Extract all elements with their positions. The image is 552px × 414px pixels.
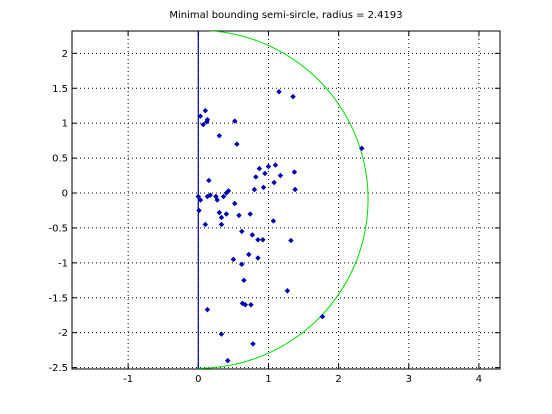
x-tick-label: 0: [195, 374, 201, 385]
data-point: [232, 200, 238, 207]
data-point: [248, 302, 254, 308]
data-point: [277, 172, 284, 179]
data-point: [239, 261, 245, 267]
data-point: [291, 169, 298, 175]
data-point: [239, 228, 245, 235]
data-point: [284, 288, 291, 294]
data-point: [242, 302, 249, 308]
y-tick-label: 0: [62, 189, 68, 200]
y-tick-label: -0.5: [48, 223, 68, 234]
data-point: [225, 188, 232, 194]
data-point: [260, 184, 267, 191]
data-point: [292, 186, 298, 193]
data-point: [218, 331, 225, 337]
data-point: [196, 207, 202, 214]
bounding-semicircle: [198, 31, 369, 369]
data-point: [251, 186, 258, 193]
data-point: [265, 163, 272, 170]
data-point: [200, 121, 206, 128]
data-point: [276, 89, 282, 95]
y-tick-label: -2: [58, 328, 68, 339]
data-point: [234, 141, 240, 147]
x-tick-label: -1: [123, 374, 133, 385]
data-point: [241, 277, 247, 284]
data-point: [255, 237, 261, 243]
y-tick-label: 2: [62, 49, 68, 60]
x-tick-label: 4: [476, 374, 482, 385]
data-point: [247, 211, 253, 217]
data-point: [225, 357, 231, 364]
data-point: [218, 214, 225, 221]
y-tick-label: -2.5: [48, 363, 68, 374]
data-point: [250, 341, 256, 347]
data-point: [260, 237, 266, 243]
x-tick-label: 3: [406, 374, 412, 385]
y-tick-label: 1: [62, 119, 68, 130]
data-point: [206, 177, 212, 184]
x-tick-label: 1: [265, 374, 271, 385]
data-point: [236, 212, 242, 219]
chart-title: Minimal bounding semi-sircle, radius = 2…: [169, 10, 403, 21]
data-point: [197, 113, 204, 119]
data-point: [270, 218, 277, 224]
data-point: [195, 193, 202, 200]
data-point: [262, 170, 268, 177]
data-point: [271, 179, 277, 186]
y-tick-label: -1: [58, 258, 68, 269]
data-point: [216, 209, 223, 216]
data-point: [204, 116, 211, 123]
data-point: [204, 306, 211, 313]
data-point: [319, 313, 326, 320]
data-point: [290, 93, 296, 100]
data-point: [223, 211, 230, 217]
data-point: [246, 251, 252, 258]
data-point: [230, 256, 237, 263]
data-point: [256, 165, 263, 172]
data-point: [220, 193, 227, 200]
y-tick-label: 1.5: [52, 84, 68, 95]
data-point: [207, 192, 213, 198]
data-point: [249, 232, 256, 238]
data-point: [218, 221, 225, 228]
data-point: [232, 118, 238, 124]
y-tick-label: 0.5: [52, 154, 68, 165]
data-point: [288, 237, 294, 244]
data-point: [216, 133, 223, 139]
data-point: [359, 145, 365, 152]
data-point: [202, 107, 209, 114]
data-point: [253, 174, 259, 180]
data-point: [272, 162, 279, 168]
data-point: [255, 255, 261, 261]
axes-box: [71, 30, 501, 370]
data-point: [202, 221, 209, 228]
data-point: [197, 197, 204, 203]
data-point: [214, 197, 220, 203]
y-tick-label: -1.5: [48, 293, 68, 304]
x-tick-label: 2: [335, 374, 341, 385]
